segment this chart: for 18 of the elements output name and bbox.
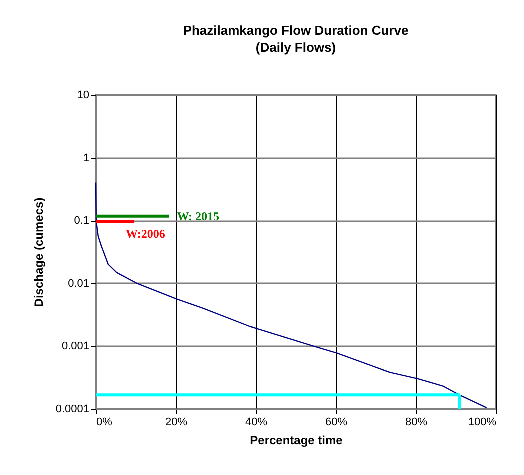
x-tick-label: 60% (325, 416, 348, 428)
series-label: W:2006 (126, 227, 166, 241)
x-tick-label: 80% (405, 416, 428, 428)
y-tick-label: 1 (83, 152, 90, 164)
y-axis-title: Dischage (cumecs) (32, 198, 46, 308)
x-axis-title: Percentage time (250, 434, 344, 448)
x-tick-label: 40% (245, 416, 268, 428)
x-tick-label: 20% (165, 416, 188, 428)
series-label: W: 2015 (177, 209, 220, 224)
y-tick-label: 10 (77, 90, 90, 102)
y-tick-label: 0.0001 (56, 404, 90, 416)
x-tick-label: 100% (468, 416, 497, 428)
x-tick-label: 0% (96, 416, 113, 428)
chart-subtitle: (Daily Flows) (256, 40, 336, 55)
y-tick-label: 0.01 (68, 278, 90, 290)
y-tick-label: 0.1 (74, 215, 90, 228)
chart-title: Phazilamkango Flow Duration Curve (183, 23, 409, 38)
y-tick-label: 0.001 (62, 340, 90, 353)
